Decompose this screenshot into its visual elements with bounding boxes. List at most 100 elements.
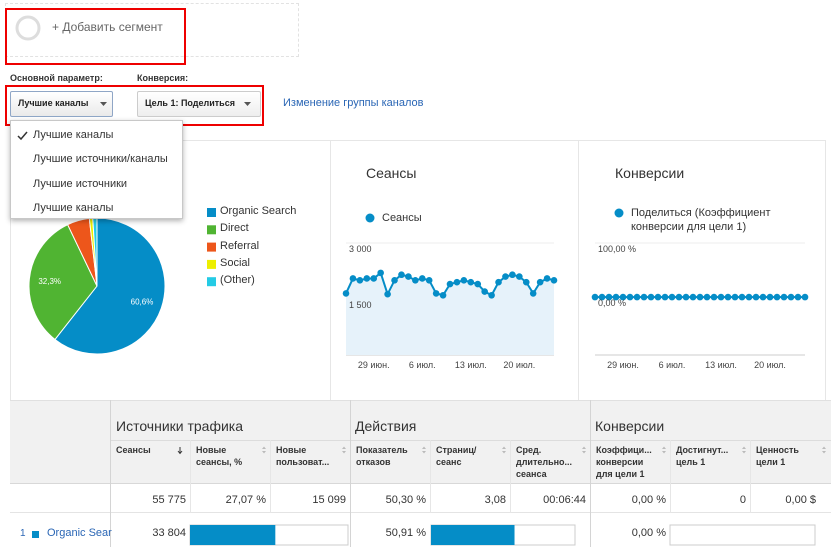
sort-icon — [262, 446, 266, 454]
point — [502, 273, 509, 280]
point — [745, 293, 753, 301]
point — [522, 278, 530, 286]
menu-item[interactable]: Лучшие источники/каналы — [33, 153, 168, 166]
dropdown-text[interactable]: Цель 1: Поделиться — [145, 98, 235, 108]
check-mark — [17, 131, 28, 141]
legend-label: (Other) — [220, 274, 255, 287]
segment-label[interactable]: + Добавить сегмент — [52, 20, 163, 34]
column-header[interactable]: Достигнут... цель 1 — [676, 445, 729, 467]
column-header[interactable]: Сеансы — [116, 445, 151, 455]
dropdown-text[interactable]: Лучшие каналы — [18, 98, 89, 108]
point — [391, 277, 398, 284]
point — [349, 275, 357, 282]
column-rule — [510, 440, 511, 513]
legend-swatch — [207, 277, 216, 287]
pie-label: 32,3% — [38, 277, 61, 286]
point — [550, 277, 558, 284]
highlight — [5, 8, 186, 65]
point — [398, 271, 405, 279]
menu-item[interactable]: Лучшие источники — [33, 177, 128, 190]
point — [759, 293, 767, 301]
point — [453, 278, 461, 286]
total-cell: 50,30 % — [385, 494, 426, 506]
legend-label: Organic Search — [220, 205, 297, 217]
total-cell: 00:06:44 — [543, 494, 586, 506]
column-rule — [110, 400, 111, 547]
column-header[interactable]: Страниц/ сеанс — [436, 445, 477, 467]
y-tick-label: 1 500 — [349, 300, 372, 310]
column-rule — [270, 440, 271, 513]
column-header[interactable]: Новые пользоват... — [276, 445, 330, 467]
row-swatch — [32, 531, 39, 538]
point — [654, 293, 662, 301]
point — [439, 291, 447, 299]
chart-title: Сеансы — [366, 165, 417, 181]
rule — [10, 512, 831, 513]
point — [710, 293, 718, 301]
segment-icon — [15, 15, 41, 41]
legend-swatch — [207, 225, 216, 235]
dropdown[interactable] — [10, 91, 113, 117]
x-tick-label: 29 июн. — [357, 360, 390, 370]
point — [717, 293, 725, 301]
sort-icon — [582, 446, 586, 454]
point — [432, 290, 440, 297]
point — [536, 278, 544, 286]
point — [370, 275, 378, 282]
menu-item[interactable]: Лучшие каналы — [33, 129, 114, 141]
point — [418, 275, 426, 282]
point — [724, 293, 732, 301]
legend-label: Referral — [220, 239, 260, 252]
chart-title: Конверсии — [615, 165, 685, 181]
group-header: Действия — [355, 418, 417, 434]
column-rule — [190, 440, 191, 513]
column-header[interactable]: Новые сеансы, % — [196, 445, 243, 467]
column-header[interactable]: Ценность цели 1 — [756, 445, 799, 467]
dropdown[interactable] — [137, 91, 261, 117]
point — [633, 293, 641, 301]
link[interactable]: Изменение группы каналов — [283, 97, 424, 109]
group-header: Источники трафика — [116, 418, 244, 434]
menu-item[interactable]: Лучшие каналы — [33, 201, 114, 214]
total-cell: 0,00 $ — [785, 494, 816, 506]
column-header[interactable]: Показатель отказов — [356, 445, 408, 467]
total-cell: 27,07 % — [225, 494, 266, 506]
column-rule — [750, 440, 751, 513]
point — [543, 275, 551, 282]
dropdown-arrow — [100, 102, 107, 106]
point — [384, 290, 391, 298]
legend-dot — [614, 208, 624, 218]
point — [591, 293, 599, 301]
y-tick-label: 100,00 % — [598, 244, 637, 254]
point — [356, 277, 364, 284]
group-header: Конверсии — [595, 418, 665, 434]
point — [377, 269, 384, 277]
column-header[interactable]: Коэффици... конверсии для цели 1 — [596, 445, 652, 479]
point — [605, 293, 613, 301]
point — [689, 293, 697, 301]
row-name[interactable]: Organic Sear — [47, 527, 112, 539]
point — [405, 273, 412, 280]
point — [460, 277, 468, 284]
dropdown-menu: Лучшие каналы Лучшие источники/каналы Лучш… — [10, 120, 183, 219]
cell: 0,00 % — [631, 527, 666, 539]
x-tick-label: 6 июл. — [408, 360, 436, 370]
point — [516, 273, 523, 280]
column-rule — [430, 440, 431, 513]
point — [640, 293, 648, 301]
sort-icon — [342, 446, 346, 454]
sort-icon — [662, 446, 666, 454]
row-index: 1 — [20, 528, 26, 539]
point — [529, 290, 537, 297]
rule — [10, 483, 831, 484]
total-cell: 15 099 — [312, 494, 346, 506]
share-bar — [190, 525, 276, 545]
point — [647, 293, 655, 301]
point — [425, 277, 433, 284]
point — [696, 293, 704, 301]
point — [801, 293, 809, 301]
column-header[interactable]: Сред. длительно... сеанса — [516, 445, 573, 479]
pie-slice — [28, 223, 98, 341]
